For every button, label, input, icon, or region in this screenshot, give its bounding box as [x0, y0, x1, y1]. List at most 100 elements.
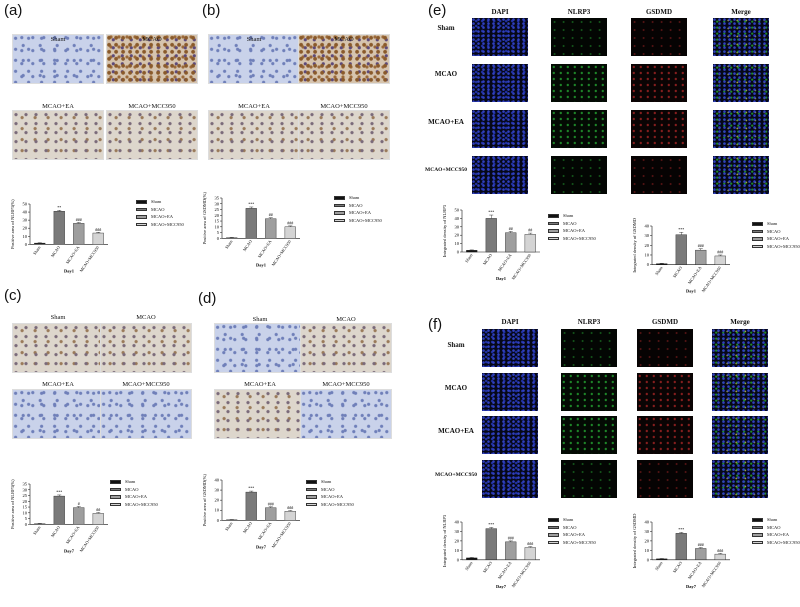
bar — [675, 234, 687, 265]
significance-label: *** — [678, 227, 684, 232]
legend-swatch — [548, 525, 559, 529]
y-tick-label: 10 — [455, 548, 460, 553]
x-axis-label: Day1 — [496, 276, 507, 281]
legend-item: MCAO — [752, 524, 800, 532]
legend-label: MCAO — [151, 206, 165, 212]
y-tick-label: 20 — [23, 226, 28, 231]
fluor-f-mcao-dapi — [482, 373, 538, 411]
legend-swatch — [548, 229, 559, 233]
bar — [714, 255, 726, 265]
ihc-image-c-sham — [12, 323, 104, 373]
x-tick-label: MCAO — [672, 561, 683, 574]
y-axis-label: Integrated density of GSDMD — [632, 513, 637, 568]
legend-e1: Sham MCAO MCAO+EA MCAO+MCC950 — [548, 212, 596, 242]
x-tick-label: MCAO+EA — [687, 561, 703, 581]
x-tick-label: MCAO — [50, 245, 61, 258]
legend-label: Sham — [321, 479, 332, 484]
legend-swatch — [306, 480, 317, 484]
legend-item: MCAO+EA — [306, 493, 354, 501]
legend-item: MCAO+MCC950 — [306, 501, 354, 509]
legend-label: MCAO+MCC950 — [321, 501, 354, 507]
x-tick-label: Sham — [32, 524, 42, 535]
fluor-f-ea-nlrp3 — [561, 416, 617, 454]
legend-swatch — [334, 211, 345, 215]
legend-label: MCAO+EA — [563, 228, 586, 233]
significance-label: ### — [268, 501, 274, 506]
legend-label: MCAO+EA — [767, 236, 790, 241]
legend-c: Sham MCAO MCAO+EA MCAO+MCC950 — [110, 478, 158, 508]
x-tick-label: MCAO+MCC950 — [78, 525, 100, 553]
bar — [53, 211, 65, 245]
fluor-f-ea-merge — [712, 416, 768, 454]
fluor-e-mcao-dapi — [472, 64, 528, 102]
bar — [505, 541, 517, 560]
bar — [695, 249, 707, 265]
legend-label: MCAO+MCC950 — [125, 501, 158, 507]
legend-label: MCAO+MCC950 — [767, 243, 800, 249]
legend-item: Sham — [752, 516, 800, 524]
legend-swatch — [306, 502, 317, 506]
y-axis-label: Integrated density of NLRP3 — [442, 514, 447, 567]
legend-swatch — [136, 215, 147, 219]
legend-item: Sham — [548, 516, 596, 524]
y-tick-label: 0 — [25, 242, 28, 247]
x-tick-label: MCAO — [672, 265, 683, 278]
fluor-e-sham-nlrp3 — [551, 18, 607, 56]
y-tick-label: 30 — [215, 488, 220, 493]
x-tick-label: Sham — [654, 265, 664, 276]
x-tick-label: Sham — [224, 238, 234, 249]
ihc-image-c-ea — [12, 389, 104, 439]
legend-item: Sham — [548, 212, 596, 220]
legend-swatch — [752, 533, 763, 537]
fluor-f-sham-nlrp3 — [561, 329, 617, 367]
x-axis-label: Day1 — [686, 289, 697, 294]
legend-label: Sham — [151, 199, 162, 204]
bar — [656, 558, 668, 560]
fluor-header-e-gsdmd: GSDMD — [645, 8, 673, 16]
x-tick-label: MCAO+EA — [497, 561, 513, 581]
legend-label: MCAO+EA — [767, 532, 790, 537]
legend-swatch — [136, 200, 147, 204]
x-tick-label: MCAO+EA — [65, 245, 81, 265]
legend-label: MCAO+MCC950 — [563, 235, 596, 241]
fluor-e-sham-dapi — [472, 18, 528, 56]
legend-item: MCAO+EA — [548, 531, 596, 539]
legend-label: MCAO — [563, 524, 577, 530]
legend-label: MCAO+EA — [151, 214, 174, 219]
ihc-label-c-sham: Sham — [50, 314, 66, 321]
legend-swatch — [136, 222, 147, 226]
y-tick-label: 25 — [23, 493, 28, 498]
x-tick-label: Sham — [32, 244, 42, 255]
panel-label-b: (b) — [202, 2, 221, 19]
y-axis-label: Integrated density of GSDMD — [632, 217, 637, 272]
legend-label: MCAO+EA — [563, 532, 586, 537]
legend-swatch — [752, 229, 763, 233]
significance-label: ### — [76, 217, 82, 222]
fluor-row-e-mcao: MCAO — [434, 70, 458, 78]
legend-swatch — [306, 487, 317, 491]
fluor-f-mcc950-nlrp3 — [561, 460, 617, 498]
ihc-image-c-mcao — [100, 323, 192, 373]
bar — [466, 250, 478, 253]
legend-label: MCAO+EA — [125, 494, 148, 499]
legend-label: MCAO+MCC950 — [767, 539, 800, 545]
x-tick-label: MCAO — [482, 561, 493, 574]
fluor-e-mcao-nlrp3 — [551, 64, 607, 102]
legend-label: MCAO — [767, 228, 781, 234]
fluor-f-mcc950-merge — [712, 460, 768, 498]
legend-label: MCAO+EA — [321, 494, 344, 499]
legend-item: Sham — [136, 198, 184, 206]
legend-item: MCAO+MCC950 — [752, 243, 800, 251]
significance-label: ### — [698, 243, 704, 248]
legend-item: MCAO+EA — [110, 493, 158, 501]
y-tick-label: 20 — [215, 213, 220, 218]
bar — [245, 208, 257, 239]
legend-item: MCAO — [136, 206, 184, 214]
panel-label-d: (d) — [198, 290, 217, 307]
x-tick-label: Sham — [224, 520, 234, 531]
ihc-image-d-mcao — [300, 323, 392, 373]
significance-label: *** — [488, 522, 494, 527]
legend-label: MCAO+MCC950 — [151, 221, 184, 227]
bar — [675, 533, 687, 560]
